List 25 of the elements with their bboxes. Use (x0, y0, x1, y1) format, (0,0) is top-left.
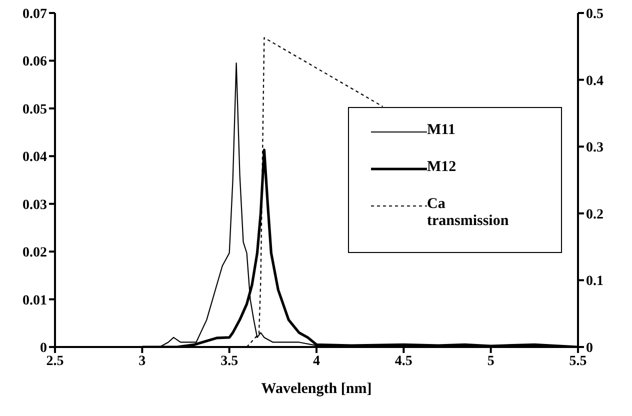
y-tick-label: 0.07 (22, 6, 47, 22)
y-tick-label: 0.06 (22, 54, 47, 70)
y-tick-label: 0.02 (22, 246, 47, 261)
x-tick-label: 5 (487, 354, 494, 369)
legend-label: M11 (427, 122, 456, 139)
legend-label: M12 (427, 159, 458, 176)
y-tick-label: 0.05 (22, 102, 47, 118)
y2-tick-label: 0.1 (586, 274, 604, 290)
y-tick-label: 0.04 (22, 150, 47, 166)
y2-tick-label: 0.2 (586, 207, 604, 222)
y2-tick-label: 0.4 (586, 74, 604, 89)
y2-tick-label: 0.5 (586, 6, 604, 22)
y2-tick-label: 0.3 (586, 140, 604, 156)
legend-label: Ca transmission (427, 196, 510, 230)
x-tick-label: 3.5 (220, 354, 238, 369)
y-tick-label: 0 (40, 340, 47, 356)
y-tick-label: 0.01 (22, 293, 47, 308)
y2-tick-label: 0 (586, 340, 593, 356)
x-tick-label: 4 (313, 354, 320, 369)
x-tick-label: 5.5 (569, 354, 587, 369)
y-tick-label: 0.03 (22, 198, 47, 213)
x-tick-label: 4.5 (394, 354, 412, 369)
x-tick-label: 3 (138, 354, 146, 369)
x-tick-label: 2.5 (46, 354, 64, 369)
x-axis-title: Wavelength [nm] (261, 381, 372, 397)
